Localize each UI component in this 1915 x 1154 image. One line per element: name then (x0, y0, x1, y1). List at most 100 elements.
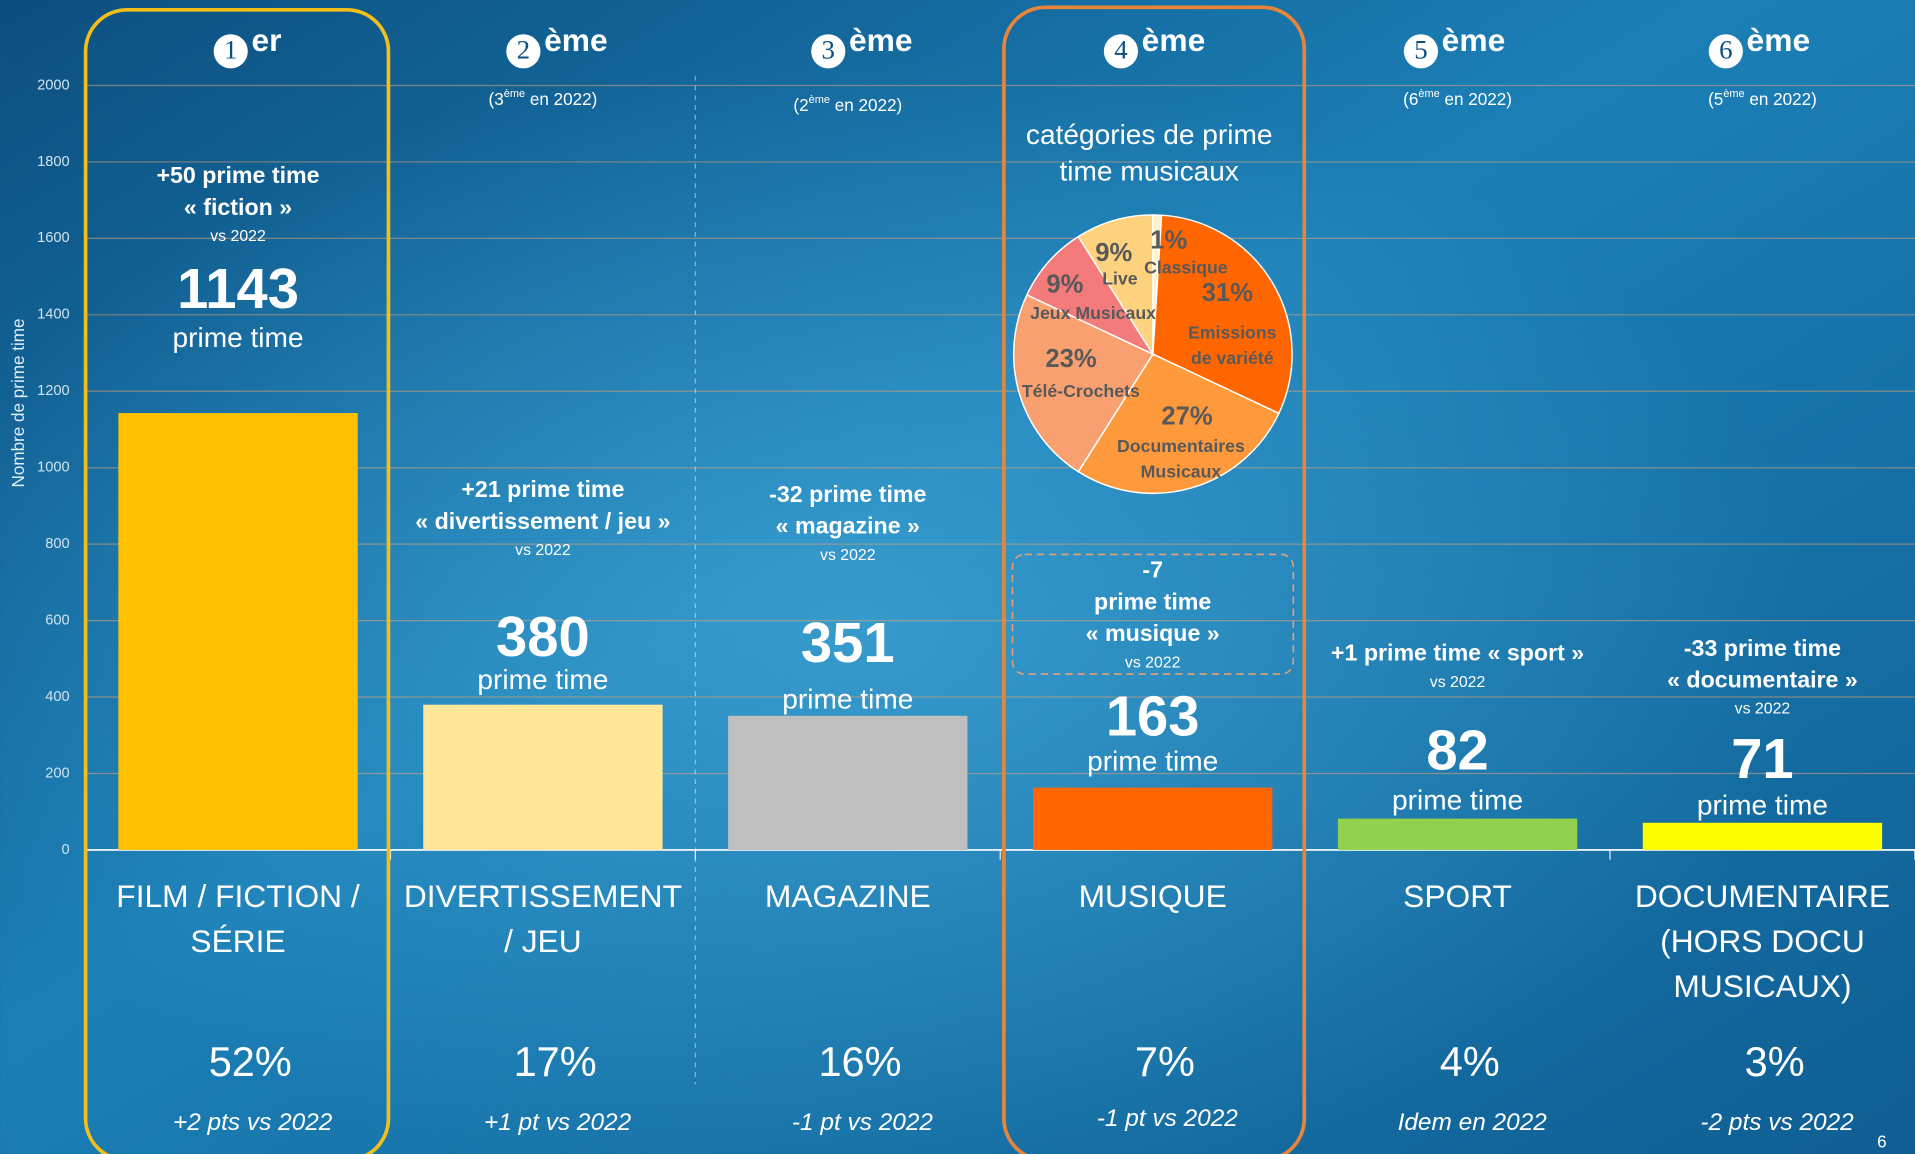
pie-value-label: 27% (1161, 402, 1213, 430)
previous-rank: (2ème en 2022) (793, 94, 902, 115)
pie-slice (1077, 353, 1280, 495)
pie-category-label: Live (1102, 268, 1138, 288)
change-note: vs 2022 (1430, 674, 1486, 691)
change-text: « musique » (1086, 620, 1220, 646)
rank-badge (213, 34, 248, 69)
change-text: -33 prime time (1684, 635, 1841, 661)
value-unit: prime time (477, 664, 608, 695)
rank-badge (1103, 34, 1139, 69)
previous-rank-part: (2 (793, 96, 808, 115)
rank-suffix: er (251, 22, 281, 58)
y-tick-label: 1600 (37, 230, 70, 246)
trend: -1 pt vs 2022 (1097, 1105, 1239, 1132)
change-text: +21 prime time (461, 476, 624, 502)
page-number: 6 (1877, 1133, 1886, 1152)
y-axis-label: Nombre de prime time (9, 319, 28, 488)
x-tick-label: DOCUMENTAIRE (HORS DOCU MUSICAUX) (1635, 878, 1890, 1004)
bar (1337, 818, 1578, 850)
previous-rank-part: en 2022) (830, 96, 902, 115)
pie-value-label: 31% (1202, 279, 1254, 307)
change-text: +1 prime time « sport » (1331, 640, 1584, 666)
annotation-box (1011, 553, 1295, 675)
rank-number: 3 (822, 35, 835, 65)
rank-badge (1708, 34, 1743, 69)
trend: +2 pts vs 2022 (173, 1109, 333, 1136)
rank-badge (811, 34, 846, 69)
y-tick-label: 400 (45, 689, 69, 705)
pie-category-label: Emissions de variété (1188, 322, 1277, 368)
rank-suffix: ème (1142, 22, 1206, 58)
y-tick-label: 600 (45, 612, 69, 628)
y-tick-label: 1200 (37, 383, 70, 399)
pie-slice (1077, 214, 1154, 357)
previous-rank: (6ème en 2022) (1403, 88, 1512, 109)
pie-category-label: Documentaires Musicaux (1117, 436, 1245, 482)
bar (423, 704, 663, 850)
value-label: 71 (1731, 727, 1793, 790)
trend: +1 pt vs 2022 (484, 1109, 632, 1136)
y-tick-label: 800 (45, 536, 69, 552)
pie-slice (1025, 235, 1155, 356)
y-tick-label: 1800 (37, 154, 70, 170)
value-label: 351 (801, 611, 895, 674)
x-tick-label: FILM / FICTION / SÉRIE (116, 878, 360, 959)
pie-category-label: Télé-Crochets (1022, 381, 1140, 401)
change-note: vs 2022 (820, 547, 876, 564)
rank-badge (506, 34, 541, 69)
value-unit: prime time (782, 683, 913, 714)
y-tick-label: 1000 (37, 460, 70, 476)
pie-title: catégories de prime time musicaux (1026, 119, 1273, 187)
rank-suffix: ème (1442, 22, 1506, 58)
pie-value-label: 23% (1045, 345, 1097, 373)
value-label: 82 (1426, 719, 1488, 782)
share: 17% (514, 1038, 597, 1085)
change-text: +50 prime time (157, 162, 320, 188)
share: 52% (209, 1038, 292, 1085)
pie-category-label: Jeux Musicaux (1030, 303, 1156, 323)
bar (1033, 787, 1273, 850)
previous-rank-part: (3 (489, 90, 504, 109)
x-tick-label: MUSIQUE (1079, 878, 1227, 914)
change-text: -32 prime time (769, 481, 926, 507)
trend: Idem en 2022 (1398, 1109, 1548, 1136)
change-text: -7 (1142, 557, 1163, 583)
value-label: 380 (496, 605, 590, 668)
pie-value-label: 9% (1046, 271, 1083, 299)
rank-suffix: ème (544, 22, 608, 58)
y-tick-label: 200 (45, 765, 69, 781)
rank-suffix: ème (1747, 22, 1811, 58)
pie-value-label: 9% (1095, 239, 1132, 267)
rank-badge (1403, 34, 1439, 69)
y-tick-label: 2000 (37, 77, 70, 93)
previous-rank-part: en 2022) (525, 90, 597, 109)
change-note: vs 2022 (1735, 701, 1791, 718)
value-label: 163 (1106, 684, 1200, 747)
rank-number: 6 (1719, 35, 1732, 65)
highlight-frame (83, 7, 391, 1154)
rank-number: 2 (517, 35, 530, 65)
value-unit: prime time (172, 322, 303, 353)
value-label: 1143 (177, 257, 299, 320)
value-unit: prime time (1697, 790, 1828, 821)
previous-rank: (3ème en 2022) (489, 88, 598, 109)
value-unit: prime time (1087, 746, 1218, 777)
change-text: « fiction » (184, 194, 292, 220)
trend: -2 pts vs 2022 (1700, 1109, 1854, 1136)
change-note: vs 2022 (1125, 654, 1181, 671)
share: 4% (1440, 1038, 1500, 1085)
rank-number: 4 (1114, 35, 1128, 65)
x-tick-label: MAGAZINE (765, 878, 931, 914)
bar (118, 413, 358, 850)
previous-rank-part: (6 (1403, 90, 1418, 109)
share: 3% (1745, 1038, 1805, 1085)
previous-rank: (5ème en 2022) (1708, 88, 1817, 109)
previous-rank-part: ème (809, 94, 830, 106)
change-text: « documentaire » (1667, 667, 1858, 693)
change-text: « divertissement / jeu » (415, 508, 670, 534)
trend: -1 pt vs 2022 (792, 1109, 934, 1136)
x-tick-label: SPORT (1403, 878, 1512, 914)
bar (728, 715, 968, 850)
highlight-frame (1002, 5, 1307, 1154)
previous-rank-part: (5 (1708, 90, 1723, 109)
